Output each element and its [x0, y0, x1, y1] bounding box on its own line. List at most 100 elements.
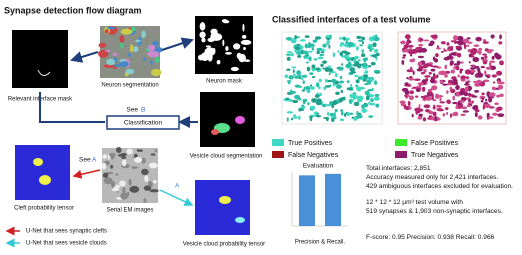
legend-swatch — [395, 151, 407, 158]
blob — [104, 29, 109, 34]
blob — [432, 65, 439, 68]
blob — [298, 115, 301, 120]
bar — [299, 175, 315, 226]
blob — [314, 94, 320, 98]
blob — [290, 38, 297, 44]
blob — [329, 101, 333, 105]
blob — [152, 40, 159, 47]
blob — [439, 101, 446, 104]
blob — [452, 112, 456, 117]
blob — [332, 100, 338, 106]
blob — [364, 90, 370, 96]
classification-label: Classification — [124, 120, 163, 127]
legend-swatch — [272, 151, 284, 158]
blob — [311, 98, 317, 103]
blob — [115, 146, 122, 154]
blob — [471, 100, 474, 103]
blob — [471, 95, 478, 98]
blob — [362, 66, 368, 69]
blob — [483, 103, 491, 109]
blob — [330, 71, 336, 74]
blob — [499, 34, 502, 40]
blob — [309, 116, 313, 122]
blob — [212, 47, 216, 55]
vesicle-blob — [235, 116, 245, 124]
blob — [216, 59, 221, 65]
blob — [291, 117, 294, 121]
blob — [456, 35, 464, 41]
blob — [310, 86, 315, 90]
blob — [417, 82, 424, 86]
blob — [316, 47, 323, 52]
blob — [492, 112, 498, 116]
blob — [408, 78, 415, 81]
blob — [374, 93, 380, 97]
legend-swatch — [272, 139, 284, 146]
blob — [372, 54, 377, 58]
blob — [120, 192, 128, 200]
blob — [152, 180, 157, 184]
blob — [494, 102, 499, 106]
blob — [435, 104, 442, 108]
blob — [286, 111, 294, 114]
blob — [411, 87, 414, 90]
cleft-blob — [33, 158, 43, 166]
blob — [347, 61, 352, 67]
blob — [341, 63, 344, 66]
blob — [453, 35, 458, 41]
blob — [440, 50, 444, 53]
blob — [369, 102, 376, 106]
blob — [439, 70, 446, 76]
blob — [127, 53, 132, 57]
blob — [482, 41, 489, 44]
blob — [303, 86, 307, 90]
blob — [480, 56, 485, 60]
blob — [446, 90, 449, 94]
blob — [430, 116, 435, 121]
blob — [429, 64, 433, 67]
blob — [316, 50, 320, 55]
blob — [143, 198, 147, 203]
blob — [369, 77, 372, 82]
blob — [497, 84, 504, 90]
caption: Vesicle cloud probability tensor — [183, 242, 265, 248]
blob — [362, 79, 367, 82]
blob — [491, 55, 495, 60]
blob — [465, 44, 470, 47]
blob — [288, 75, 294, 80]
blob — [476, 79, 482, 85]
blob — [421, 86, 426, 92]
caption: Serial EM images — [106, 208, 153, 214]
blob — [112, 52, 118, 56]
blob — [111, 188, 120, 192]
blob — [481, 97, 485, 100]
blob — [480, 66, 485, 69]
blob — [125, 68, 135, 75]
blob — [320, 63, 324, 67]
blob — [406, 41, 410, 46]
blob — [418, 113, 423, 118]
blob — [446, 42, 450, 46]
segmentation-blobs — [98, 26, 163, 77]
blob — [498, 41, 503, 45]
blob — [361, 104, 366, 109]
blob — [302, 80, 305, 85]
chart-caption: Precision & Recall. — [295, 240, 346, 246]
blob — [136, 148, 140, 152]
blob — [468, 60, 471, 64]
blob — [459, 90, 465, 96]
blob — [361, 108, 368, 113]
blob — [323, 86, 327, 90]
blob — [126, 148, 133, 155]
blob — [450, 40, 455, 43]
blob — [447, 99, 451, 105]
blob — [370, 61, 376, 66]
blob — [143, 185, 152, 191]
blob — [419, 38, 424, 41]
volume-tp-blobs — [283, 34, 381, 123]
blob — [285, 53, 292, 56]
blob — [311, 47, 315, 51]
arrow — [72, 169, 101, 179]
blob — [339, 51, 344, 57]
